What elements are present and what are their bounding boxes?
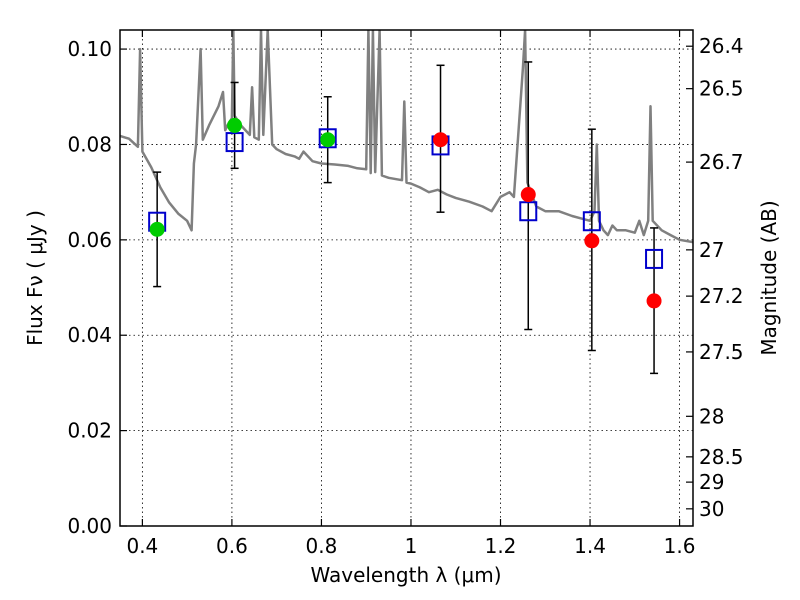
red-data-point [584, 233, 600, 249]
y-axis-label-right: Magnitude (AB) [757, 200, 781, 355]
red-data-point [646, 293, 662, 309]
y-tick-label: 0.08 [67, 132, 112, 156]
right-tick-label: 26.5 [699, 77, 744, 101]
right-tick-label: 27 [699, 238, 724, 262]
spectrum-line [120, 30, 693, 244]
green-data-point [227, 117, 243, 133]
red-data-point [520, 187, 536, 203]
green-data-point [149, 221, 165, 237]
y-tick-label: 0.06 [67, 228, 112, 252]
green-data-point [320, 132, 336, 148]
right-tick-label: 28 [699, 404, 724, 428]
y-tick-label: 0.04 [67, 323, 112, 347]
tick-labels: 0.4 0.6 0.8 1 1.2 1.4 1.6 0.00 0.02 0.04 0.06 0.08 0… [67, 34, 743, 558]
model-band-square [645, 248, 664, 269]
right-tick-label: 26.4 [699, 34, 744, 58]
model-band-square [582, 211, 601, 232]
y-tick-label: 0.00 [67, 514, 112, 538]
x-axis-label: Wavelength λ (μm) [310, 563, 501, 587]
x-tick-label: 0.4 [126, 534, 158, 558]
right-tick-label: 26.7 [699, 150, 744, 174]
plot-frame [119, 29, 694, 527]
right-tick-label: 27.2 [699, 284, 744, 308]
right-tick-label: 28.5 [699, 445, 744, 469]
model-band-square [318, 128, 337, 149]
model-band-square [519, 201, 538, 222]
y-tick-label: 0.10 [67, 37, 112, 61]
right-tick-label: 29 [699, 470, 724, 494]
right-tick-label: 30 [699, 497, 724, 521]
x-tick-label: 0.8 [306, 534, 338, 558]
y-tick-label: 0.02 [67, 419, 112, 443]
x-tick-label: 1.4 [574, 534, 606, 558]
right-tick-label: 27.5 [699, 340, 744, 364]
plot-area [120, 30, 693, 526]
red-data-point [433, 132, 449, 148]
marker-layer [148, 61, 664, 375]
x-tick-label: 0.6 [216, 534, 248, 558]
x-tick-label: 1.2 [485, 534, 517, 558]
x-tick-label: 1 [405, 534, 418, 558]
y-axis-label-left: Flux Fν ( μJy ) [23, 210, 47, 346]
x-tick-label: 1.6 [664, 534, 696, 558]
tick-marks [120, 30, 693, 527]
model-band-square [225, 132, 244, 153]
spectrum-layer [120, 30, 693, 244]
